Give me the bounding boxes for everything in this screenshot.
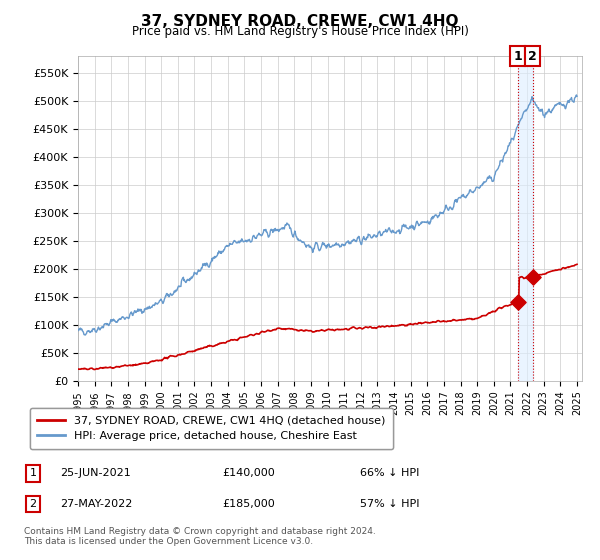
Text: Contains HM Land Registry data © Crown copyright and database right 2024.
This d: Contains HM Land Registry data © Crown c… xyxy=(24,526,376,546)
Legend: 37, SYDNEY ROAD, CREWE, CW1 4HQ (detached house), HPI: Average price, detached h: 37, SYDNEY ROAD, CREWE, CW1 4HQ (detache… xyxy=(29,408,393,449)
Text: 57% ↓ HPI: 57% ↓ HPI xyxy=(360,499,419,509)
Text: 2: 2 xyxy=(29,499,37,509)
Text: 1: 1 xyxy=(514,49,522,63)
Text: £185,000: £185,000 xyxy=(222,499,275,509)
Text: 66% ↓ HPI: 66% ↓ HPI xyxy=(360,468,419,478)
Text: 37, SYDNEY ROAD, CREWE, CW1 4HQ: 37, SYDNEY ROAD, CREWE, CW1 4HQ xyxy=(141,14,459,29)
Bar xyxy=(518,56,533,381)
Point xyxy=(529,273,538,282)
Text: 2: 2 xyxy=(529,49,537,63)
Point xyxy=(514,298,523,307)
Text: 1: 1 xyxy=(29,468,37,478)
Text: 27-MAY-2022: 27-MAY-2022 xyxy=(60,499,133,509)
Text: Price paid vs. HM Land Registry's House Price Index (HPI): Price paid vs. HM Land Registry's House … xyxy=(131,25,469,38)
Text: £140,000: £140,000 xyxy=(222,468,275,478)
Text: 25-JUN-2021: 25-JUN-2021 xyxy=(60,468,131,478)
